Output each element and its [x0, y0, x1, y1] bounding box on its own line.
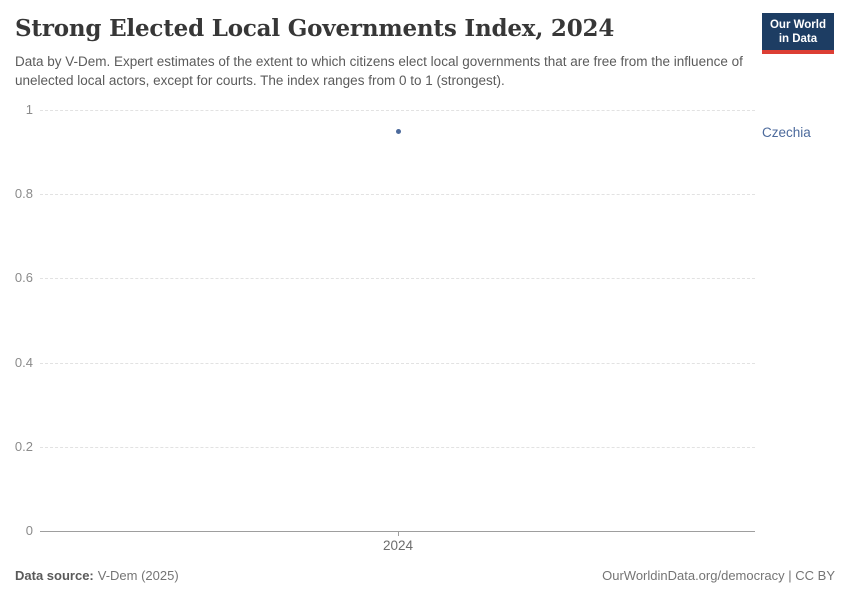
gridline: [40, 194, 755, 196]
data-source-line: Data source: V-Dem (2025): [15, 568, 179, 583]
gridline: [40, 278, 755, 280]
gridline: [40, 362, 755, 364]
y-axis-tick-label: 0: [25, 523, 33, 538]
y-axis-tick-label: 0.4: [14, 354, 33, 370]
credit-link[interactable]: OurWorldinData.org/democracy | CC BY: [602, 568, 835, 583]
data-point-czechia[interactable]: [396, 129, 401, 135]
owid-logo: Our World in Data: [761, 13, 834, 54]
owid-logo-line1: Our World: [769, 19, 826, 31]
y-axis-tick-label: 1: [25, 102, 33, 117]
data-source-value: V-Dem (2025): [97, 568, 179, 583]
page-title: Strong Elected Local Governments Index, …: [15, 15, 615, 42]
chart-subtitle: Data by V-Dem. Expert estimates of the e…: [15, 54, 743, 88]
chart-footer: Data source: V-Dem (2025) OurWorldinData.…: [15, 568, 835, 583]
y-axis-tick-label: 0.8: [14, 186, 33, 202]
gridline: [40, 110, 755, 111]
y-axis-tick-label: 0.6: [14, 270, 33, 286]
gridline: [40, 446, 755, 448]
owid-logo-line2: in Data: [778, 33, 818, 45]
entity-label-czechia[interactable]: Czechia: [762, 125, 811, 141]
x-axis-tick-mark: [398, 531, 399, 536]
y-axis-tick-label: 0.2: [14, 438, 33, 454]
x-axis-baseline: [40, 531, 755, 532]
data-source-label: Data source:: [15, 568, 94, 583]
x-axis-tick-label: 2024: [382, 538, 414, 553]
